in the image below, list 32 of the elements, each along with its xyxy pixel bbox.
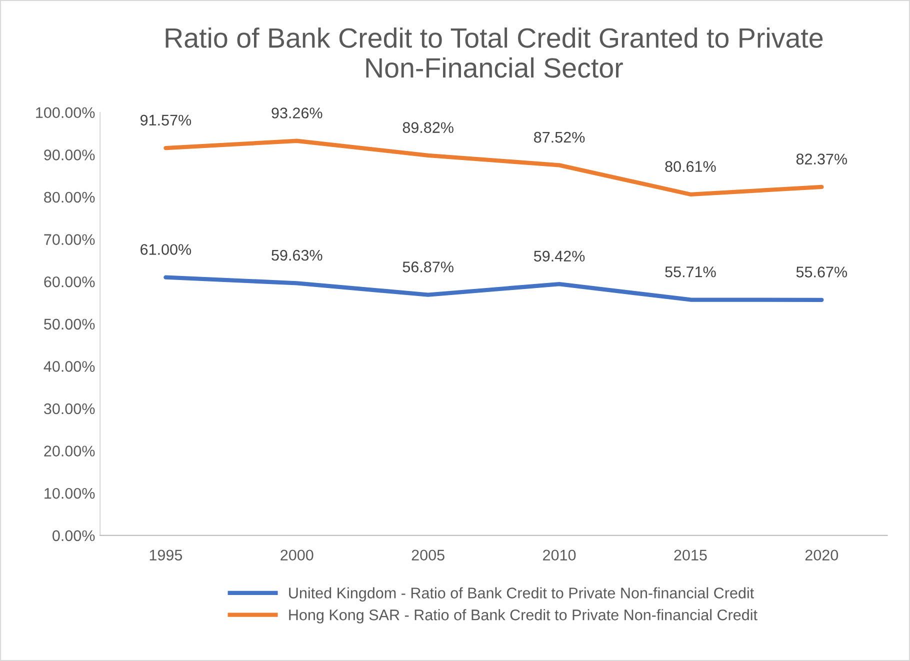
x-tick-label: 2000 [280, 550, 314, 561]
y-tick-label: 10.00% [44, 488, 95, 499]
legend-label: United Kingdom - Ratio of Bank Credit to Private Non-financial Credit [289, 587, 754, 602]
data-label: 56.87% [402, 262, 454, 272]
y-tick-label: 60.00% [44, 276, 95, 288]
x-tick-label: 2010 [543, 550, 576, 561]
chart-title: Ratio of Bank Credit to Total Credit Granted to Private Non-Financial Sector [166, 27, 823, 78]
x-tick-label: 2020 [805, 550, 838, 561]
y-tick-label: 30.00% [44, 403, 95, 414]
data-label: 89.82% [402, 122, 454, 133]
data-label: 55.71% [665, 266, 716, 278]
data-label: 59.42% [534, 250, 585, 262]
data-label: 82.37% [796, 154, 848, 164]
data-label: 61.00% [140, 244, 192, 255]
data-label: 80.61% [665, 161, 716, 172]
y-tick-label: 90.00% [44, 150, 95, 160]
data-label: 91.57% [140, 114, 192, 126]
y-tick-label: 100.00% [36, 107, 95, 118]
x-tick-label: 1995 [150, 550, 182, 561]
data-label: 87.52% [534, 132, 585, 143]
y-tick-label: 0.00% [52, 530, 95, 542]
x-tick-label: 2015 [674, 550, 707, 561]
y-tick-label: 50.00% [44, 318, 95, 330]
data-label: 93.26% [272, 108, 322, 118]
data-label: 55.67% [796, 266, 848, 278]
y-tick-label: 40.00% [44, 361, 95, 372]
x-tick-label: 2005 [412, 550, 444, 561]
y-tick-label: 20.00% [44, 446, 95, 456]
data-label: 59.63% [272, 250, 322, 261]
y-tick-label: 70.00% [44, 234, 95, 245]
legend-label: Hong Kong SAR - Ratio of Bank Credit to Private Non-financial Credit [289, 609, 758, 624]
y-tick-label: 80.00% [44, 192, 95, 203]
